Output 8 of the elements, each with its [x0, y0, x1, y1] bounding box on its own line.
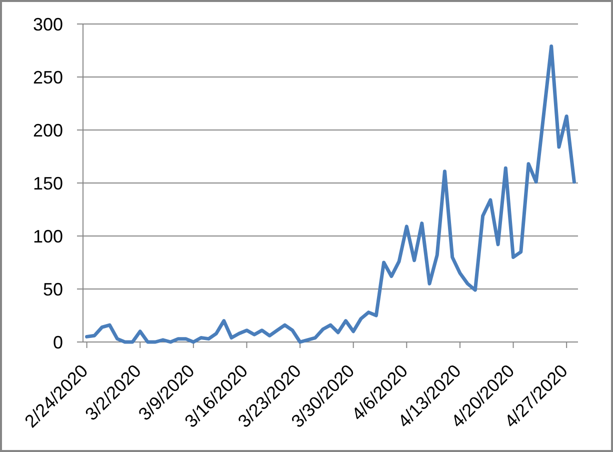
y-tick-label: 200: [32, 120, 63, 140]
y-tick-label: 50: [42, 279, 63, 300]
y-tick-label: 0: [52, 332, 63, 352]
y-tick-label: 100: [32, 226, 63, 246]
y-tick-label: 250: [32, 67, 63, 88]
y-tick-label: 150: [32, 173, 63, 194]
y-tick-label: 300: [32, 14, 63, 34]
line-series: [85, 44, 576, 344]
